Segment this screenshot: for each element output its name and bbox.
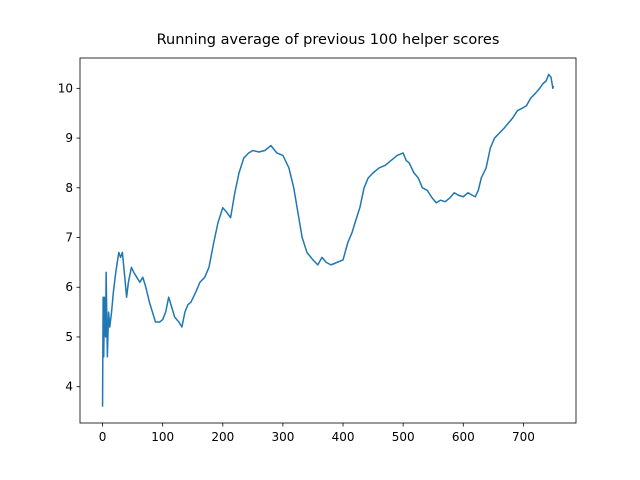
- y-tick-label: 4: [65, 380, 73, 394]
- y-tick-label: 8: [65, 181, 73, 195]
- x-tick-label: 500: [392, 430, 415, 444]
- x-tick-label: 100: [151, 430, 174, 444]
- x-tick-label: 400: [332, 430, 355, 444]
- x-tick-label: 0: [99, 430, 107, 444]
- axes-frame: [79, 57, 577, 424]
- y-tick-label: 7: [65, 231, 73, 245]
- x-tick-label: 600: [452, 430, 475, 444]
- y-tick-label: 9: [65, 131, 73, 145]
- chart-title: Running average of previous 100 helper s…: [157, 32, 500, 48]
- data-line: [101, 73, 555, 407]
- x-tick-label: 300: [271, 430, 294, 444]
- x-tick-label: 200: [211, 430, 234, 444]
- y-tick-label: 5: [65, 330, 73, 344]
- x-tick-label: 700: [512, 430, 535, 444]
- y-tick-label: 10: [58, 81, 73, 95]
- y-tick-label: 6: [65, 280, 73, 294]
